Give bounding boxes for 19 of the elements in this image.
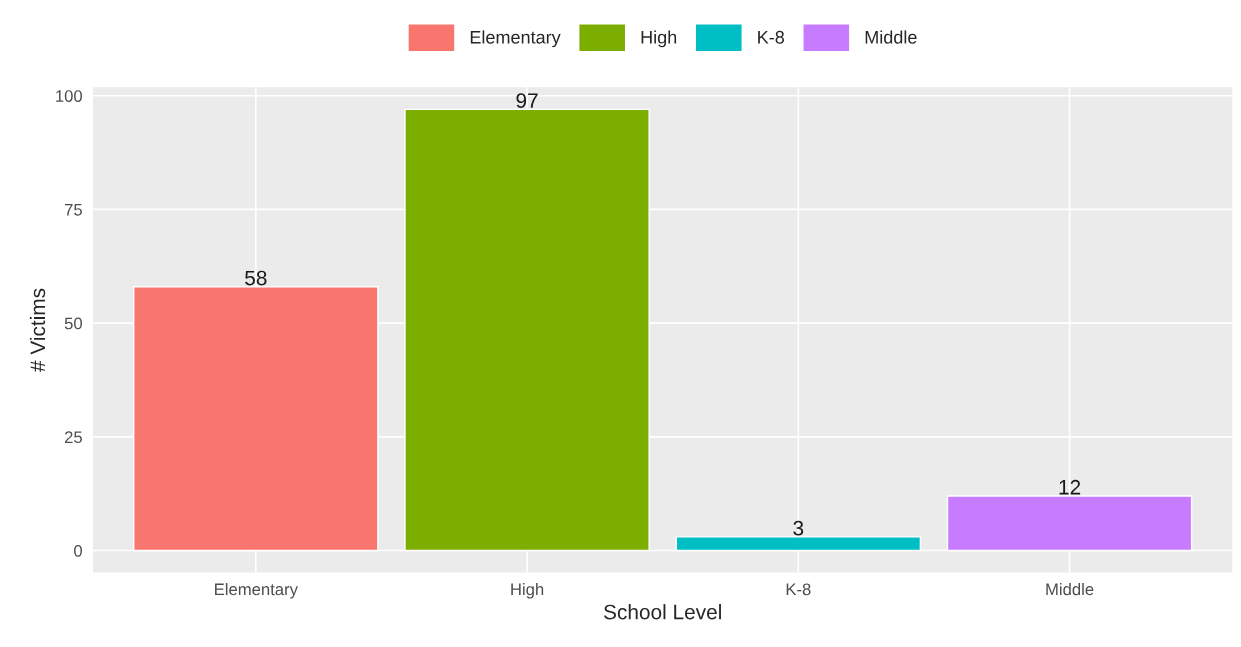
x-tick-label: High [511, 583, 544, 599]
x-axis-title: School Level [604, 604, 721, 620]
data-label: 97 [516, 93, 538, 109]
y-tick-label: 75 [64, 204, 82, 216]
y-tick-label: 50 [64, 317, 83, 330]
legend-label: High [641, 30, 677, 48]
data-label: 12 [1059, 479, 1081, 495]
x-tick-label: Middle [1046, 583, 1094, 596]
y-tick-label: 0 [74, 544, 83, 557]
legend-label: Middle [865, 30, 917, 44]
y-axis-title: # Victims [29, 288, 46, 372]
x-tick-label: Elementary [215, 583, 298, 599]
y-tick-label: 25 [64, 431, 82, 444]
x-tick-label: K-8 [786, 583, 811, 596]
y-tick-label: 100 [56, 90, 83, 102]
legend-label: Elementary [470, 30, 561, 48]
data-label: 3 [793, 520, 804, 536]
data-label: 58 [245, 270, 267, 286]
legend-label: K-8 [758, 30, 784, 44]
